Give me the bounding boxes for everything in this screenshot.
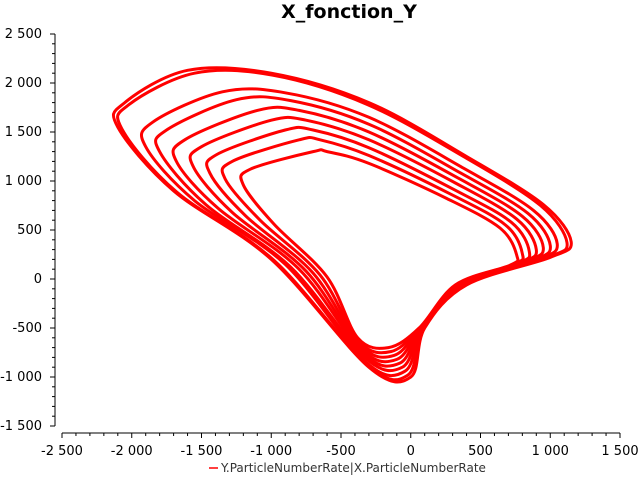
x-tick-label: 0 — [407, 444, 415, 459]
series-loop — [239, 148, 520, 350]
y-tick-label: 500 — [17, 223, 42, 238]
y-tick-label: 1 500 — [5, 125, 42, 140]
x-tick-label: -2 000 — [111, 444, 153, 459]
axes: -2 500 -2 000 -1 500 -1 000 -500 0 500 1 000 1 5… — [0, 27, 639, 459]
y-tick-label: 2 000 — [5, 76, 42, 91]
y-tick-label: 2 500 — [5, 27, 42, 42]
x-tick-label: -500 — [326, 444, 356, 459]
y-tick-label: -500 — [12, 321, 42, 336]
x-tick-label: 1 500 — [601, 444, 638, 459]
legend: Y.ParticleNumberRate|X.ParticleNumberRat… — [209, 461, 486, 475]
series-curves — [111, 66, 573, 384]
y-tick-label: 1 000 — [5, 174, 42, 189]
chart-title: X_fonction_Y — [281, 1, 417, 23]
x-tick-label: -1 000 — [250, 444, 292, 459]
legend-entry: Y.ParticleNumberRate|X.ParticleNumberRat… — [220, 461, 486, 475]
y-tick-label: -1 500 — [0, 419, 42, 434]
x-tick-label: 1 000 — [532, 444, 569, 459]
y-tick-label: 0 — [34, 272, 42, 287]
x-tick-label: -1 500 — [181, 444, 223, 459]
x-tick-label: -2 500 — [41, 444, 83, 459]
series-loop — [171, 105, 545, 368]
x-tick-label: 500 — [468, 444, 493, 459]
y-tick-label: -1 000 — [0, 370, 42, 385]
